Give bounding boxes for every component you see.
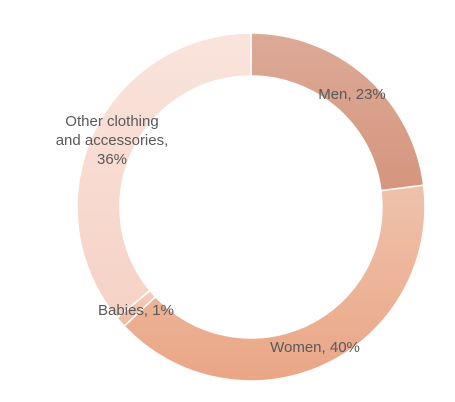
slices-layer bbox=[76, 32, 426, 382]
slice-label-other-clothing-and-accessories: Other clothing and accessories, 36% bbox=[56, 113, 169, 168]
slice-label-men: Men, 23% bbox=[318, 86, 386, 103]
slice-label-babies: Babies, 1% bbox=[98, 302, 174, 319]
donut-slice-men bbox=[250, 32, 425, 192]
donut-slice-other-clothing-and-accessories bbox=[76, 32, 252, 319]
labels-layer: Men, 23% Women, 40% Babies, 1% Other clothi… bbox=[56, 86, 386, 356]
slice-label-line: Babies, 1% bbox=[98, 302, 174, 319]
slice-label-line: and accessories, bbox=[56, 132, 169, 149]
slice-label-line: Other clothing bbox=[65, 113, 158, 130]
donut-slice-women bbox=[123, 184, 426, 382]
slice-label-line: 36% bbox=[97, 151, 127, 168]
slice-label-line: Men, 23% bbox=[318, 86, 386, 103]
slice-label-women: Women, 40% bbox=[270, 339, 360, 356]
slice-label-line: Women, 40% bbox=[270, 339, 360, 356]
